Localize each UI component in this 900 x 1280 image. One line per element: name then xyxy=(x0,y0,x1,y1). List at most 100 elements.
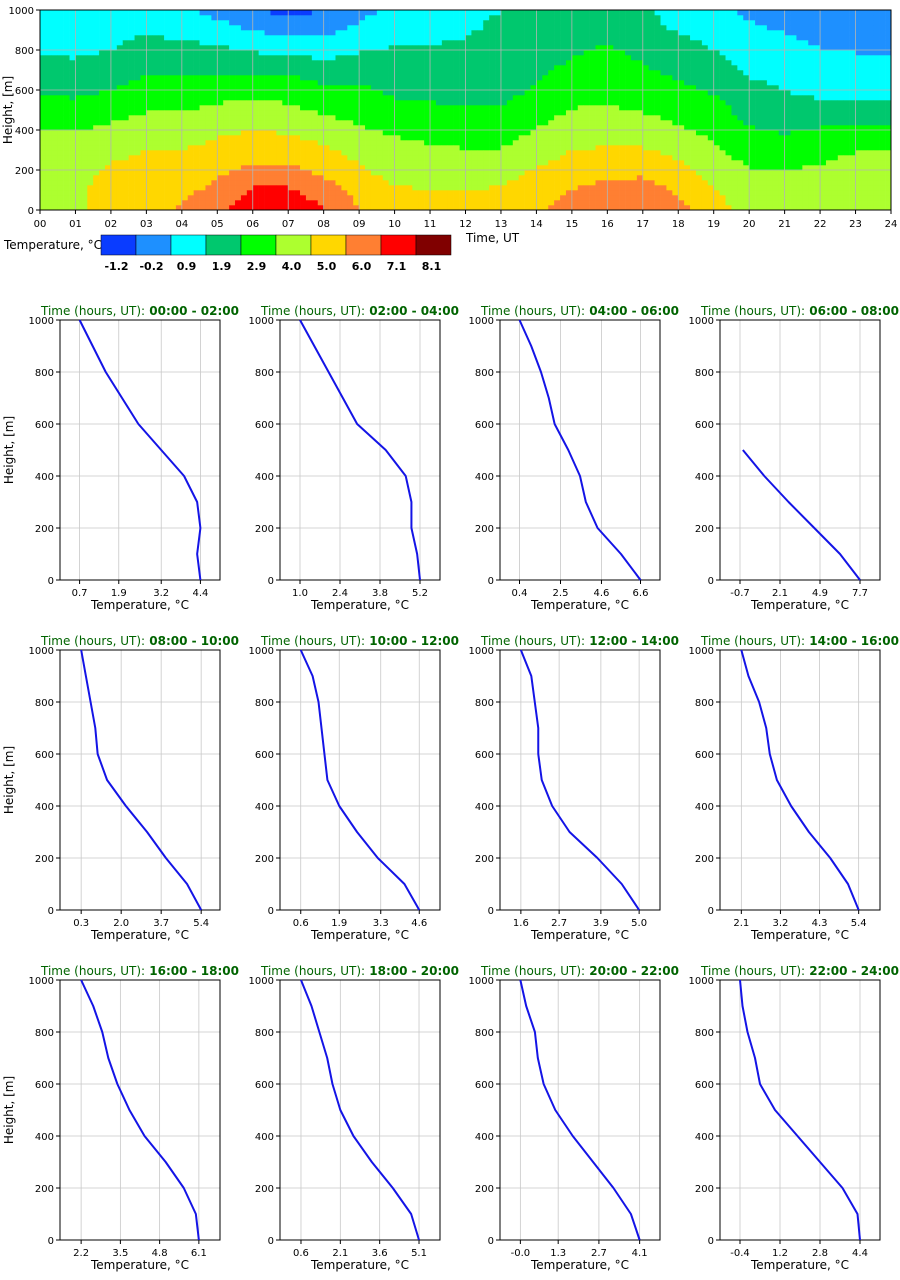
heatmap-cell xyxy=(760,145,768,151)
heatmap-cell xyxy=(140,145,147,151)
heatmap-cell xyxy=(477,130,484,136)
heatmap-cell xyxy=(707,65,715,71)
heatmap-cell xyxy=(193,35,200,41)
heatmap-cell xyxy=(158,55,165,61)
heatmap-cell xyxy=(459,110,466,116)
heatmap-cell xyxy=(477,105,484,111)
heatmap-cell xyxy=(619,130,626,136)
heatmap-cell xyxy=(51,130,59,136)
heatmap-cell xyxy=(766,160,774,166)
heatmap-cell xyxy=(69,10,76,16)
heatmap-cell xyxy=(217,120,224,126)
heatmap-cell xyxy=(583,100,590,106)
heatmap-cell xyxy=(45,95,53,101)
heatmap-cell xyxy=(193,175,200,181)
heatmap-cell xyxy=(376,195,384,201)
heatmap-cell xyxy=(506,10,514,16)
heatmap-cell xyxy=(772,135,780,141)
heatmap-cell xyxy=(500,175,508,181)
heatmap-cell xyxy=(199,205,206,211)
heatmap-cell xyxy=(69,15,76,21)
heatmap-cell xyxy=(465,10,472,16)
heatmap-cell xyxy=(483,150,490,156)
heatmap-cell xyxy=(134,70,141,76)
heatmap-cell xyxy=(678,95,685,101)
heatmap-cell xyxy=(288,105,295,111)
heatmap-cell xyxy=(134,30,141,36)
heatmap-cell xyxy=(394,155,401,161)
heatmap-cell xyxy=(406,30,413,36)
heatmap-cell xyxy=(613,95,620,101)
heatmap-cell xyxy=(441,50,449,56)
heatmap-cell xyxy=(672,10,679,16)
heatmap-cell xyxy=(116,105,124,111)
heatmap-cell xyxy=(323,185,330,191)
heatmap-cell xyxy=(45,130,53,136)
heatmap-cell xyxy=(69,110,76,116)
heatmap-cell xyxy=(376,175,384,181)
heatmap-cell xyxy=(613,110,620,116)
heatmap-cell xyxy=(211,150,218,156)
heatmap-cell xyxy=(441,115,449,121)
heatmap-cell xyxy=(465,165,472,171)
heatmap-cell xyxy=(719,120,726,126)
heatmap-cell xyxy=(329,170,336,176)
heatmap-cell xyxy=(530,165,537,171)
heatmap-cell xyxy=(376,45,384,51)
heatmap-cell xyxy=(93,150,100,156)
heatmap-cell xyxy=(506,180,514,186)
heatmap-cell xyxy=(240,25,248,31)
heatmap-cell xyxy=(128,40,135,46)
heatmap-cell xyxy=(170,170,177,176)
heatmap-cell xyxy=(424,75,431,81)
heatmap-cell xyxy=(453,60,460,66)
heatmap-cell xyxy=(140,180,147,186)
heatmap-cell xyxy=(701,85,709,91)
heatmap-cell xyxy=(418,50,425,56)
heatmap-cell xyxy=(435,140,443,146)
heatmap-cell xyxy=(140,75,147,81)
heatmap-cell xyxy=(205,180,212,186)
heatmap-cell xyxy=(388,205,395,211)
heatmap-cell xyxy=(483,130,490,136)
heatmap-cell xyxy=(175,100,183,106)
heatmap-cell xyxy=(695,190,703,196)
heatmap-cell xyxy=(235,205,242,211)
heatmap-cell xyxy=(755,180,762,186)
heatmap-cell xyxy=(625,70,632,76)
heatmap-cell xyxy=(223,70,230,76)
heatmap-cell xyxy=(329,110,336,116)
heatmap-cell xyxy=(146,105,153,111)
heatmap-cell xyxy=(175,105,183,111)
heatmap-cell xyxy=(382,135,389,141)
heatmap-cell xyxy=(518,135,525,141)
heatmap-cell xyxy=(347,75,354,81)
heatmap-cell xyxy=(737,85,744,91)
heatmap-cell xyxy=(370,10,378,16)
heatmap-cell xyxy=(772,115,780,121)
heatmap-cell xyxy=(370,105,378,111)
heatmap-cell xyxy=(276,150,283,156)
heatmap-cell xyxy=(477,45,484,51)
heatmap-cell xyxy=(235,90,242,96)
heatmap-cell xyxy=(636,85,644,91)
heatmap-cell xyxy=(341,35,348,41)
heatmap-cell xyxy=(128,105,135,111)
heatmap-cell xyxy=(335,195,342,201)
heatmap-cell xyxy=(660,90,667,96)
heatmap-cell xyxy=(424,170,431,176)
heatmap-cell xyxy=(311,45,319,51)
heatmap-cell xyxy=(394,175,401,181)
heatmap-cell xyxy=(258,190,265,196)
heatmap-cell xyxy=(583,105,590,111)
heatmap-cell xyxy=(187,60,194,66)
heatmap-cell xyxy=(518,110,525,116)
heatmap-cell xyxy=(365,175,372,181)
heatmap-cell xyxy=(235,170,242,176)
heatmap-cell xyxy=(560,10,567,16)
heatmap-cell xyxy=(524,80,531,86)
heatmap-cell xyxy=(630,185,638,191)
heatmap-cell xyxy=(607,90,614,96)
heatmap-cell xyxy=(300,55,307,61)
heatmap-cell xyxy=(666,175,673,181)
